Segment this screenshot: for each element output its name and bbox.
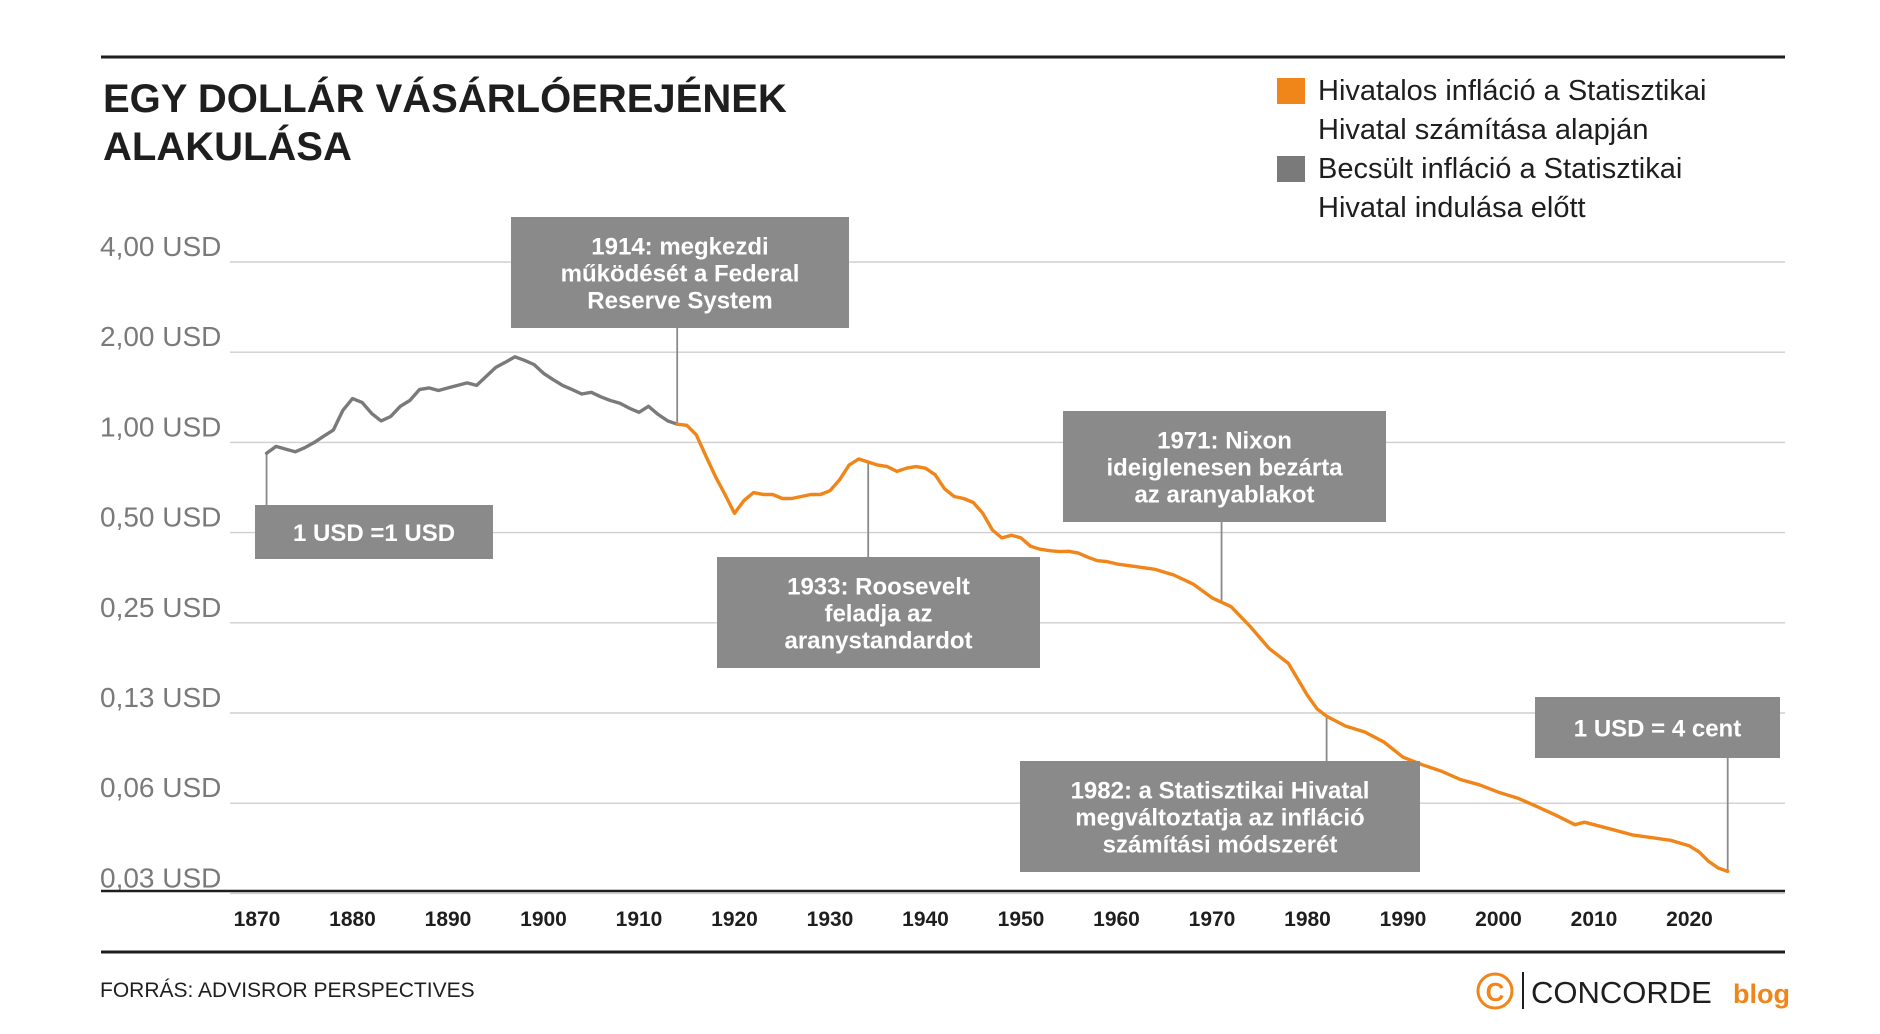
- y-tick-label: 4,00 USD: [100, 231, 221, 262]
- concorde-logo-circle: [1476, 972, 1514, 1010]
- legend-label-estimated-line-2: Hivatal indulása előtt: [1318, 192, 1586, 224]
- annotation-leaders: [265, 328, 1729, 872]
- annotation-text: 1982: a Statisztikai Hivatal: [1071, 778, 1370, 805]
- x-tick-label: 1900: [520, 908, 567, 931]
- series-line-official: [675, 422, 1730, 874]
- annotation-box: [717, 557, 1040, 668]
- y-tick-label: 0,25 USD: [100, 592, 221, 623]
- x-tick-label: 1980: [1284, 908, 1331, 931]
- x-tick-label: 1990: [1380, 908, 1427, 931]
- x-tick-label: 2000: [1475, 908, 1522, 931]
- annotation-text: működését a Federal: [561, 261, 800, 288]
- annotation-box: [511, 217, 849, 328]
- x-axis-ticks: 1870 1880 1890 1900 1910 1920 1930 1940 1950 1960…: [234, 908, 1713, 931]
- x-tick-label: 1960: [1093, 908, 1140, 931]
- y-tick-label: 2,00 USD: [100, 321, 221, 352]
- annotation-text: az aranyablakot: [1134, 482, 1314, 509]
- annotation-box: [1020, 761, 1420, 872]
- annotation-text: feladja az: [824, 601, 932, 628]
- annotation-box: [255, 505, 493, 559]
- x-tick-label: 1890: [425, 908, 472, 931]
- legend: Hivatalos infláció a Statisztikai Hivata…: [1277, 75, 1706, 224]
- annotation-box: [1535, 697, 1780, 758]
- legend-label-official-line-2: Hivatal számítása alapján: [1318, 114, 1648, 146]
- concorde-logo: C CONCORDE blog: [1476, 972, 1790, 1010]
- chart-title-line-1: EGY DOLLÁR VÁSÁRLÓEREJÉNEK: [103, 75, 787, 121]
- x-tick-label: 1910: [616, 908, 663, 931]
- x-tick-label: 2010: [1571, 908, 1618, 931]
- y-tick-label: 1,00 USD: [100, 411, 221, 442]
- annotation-text: megváltoztatja az infláció: [1075, 805, 1364, 832]
- x-tick-label: 1920: [711, 908, 758, 931]
- annotation-text: ideiglenesen bezárta: [1106, 455, 1343, 482]
- series-lines: [264, 355, 1730, 874]
- concorde-logo-suffix: blog: [1733, 979, 1790, 1009]
- x-tick-label: 1880: [329, 908, 376, 931]
- legend-swatch-official: [1277, 78, 1305, 104]
- x-tick-label: 1930: [807, 908, 854, 931]
- y-tick-label: 0,03 USD: [100, 862, 221, 893]
- annotation-text: számítási módszerét: [1103, 832, 1338, 859]
- chart-title-line-2: ALAKULÁSA: [103, 124, 352, 169]
- annotation-text: 1933: Roosevelt: [787, 574, 970, 601]
- x-tick-label: 1870: [234, 908, 281, 931]
- x-tick-label: 1970: [1189, 908, 1236, 931]
- source-note: FORRÁS: ADVISROR PERSPECTIVES: [100, 979, 475, 1002]
- annotation-text: 1971: Nixon: [1157, 428, 1292, 455]
- concorde-logo-name: CONCORDE: [1531, 975, 1712, 1010]
- y-axis-ticks: 4,00 USD 2,00 USD 1,00 USD 0,50 USD 0,25 USD…: [100, 231, 221, 893]
- annotation-text: 1 USD =1 USD: [293, 520, 455, 547]
- series-line-estimated: [264, 355, 679, 455]
- legend-label-official-line-1: Hivatalos infláció a Statisztikai: [1318, 75, 1706, 107]
- x-tick-label: 1950: [998, 908, 1045, 931]
- x-tick-label: 2020: [1666, 908, 1713, 931]
- x-tick-label: 1940: [902, 908, 949, 931]
- legend-swatch-estimated: [1277, 156, 1305, 182]
- annotation-text: aranystandardot: [784, 628, 972, 655]
- y-tick-label: 0,06 USD: [100, 772, 221, 803]
- annotation-text: Reserve System: [587, 288, 772, 315]
- concorde-logo-symbol: C: [1486, 977, 1505, 1007]
- annotation-text: 1 USD = 4 cent: [1574, 716, 1741, 743]
- y-tick-label: 0,13 USD: [100, 682, 221, 713]
- annotation-box: [1063, 411, 1386, 522]
- legend-label-estimated-line-1: Becsült infláció a Statisztikai: [1318, 153, 1682, 185]
- annotation-text: 1914: megkezdi: [591, 234, 768, 261]
- y-tick-label: 0,50 USD: [100, 502, 221, 533]
